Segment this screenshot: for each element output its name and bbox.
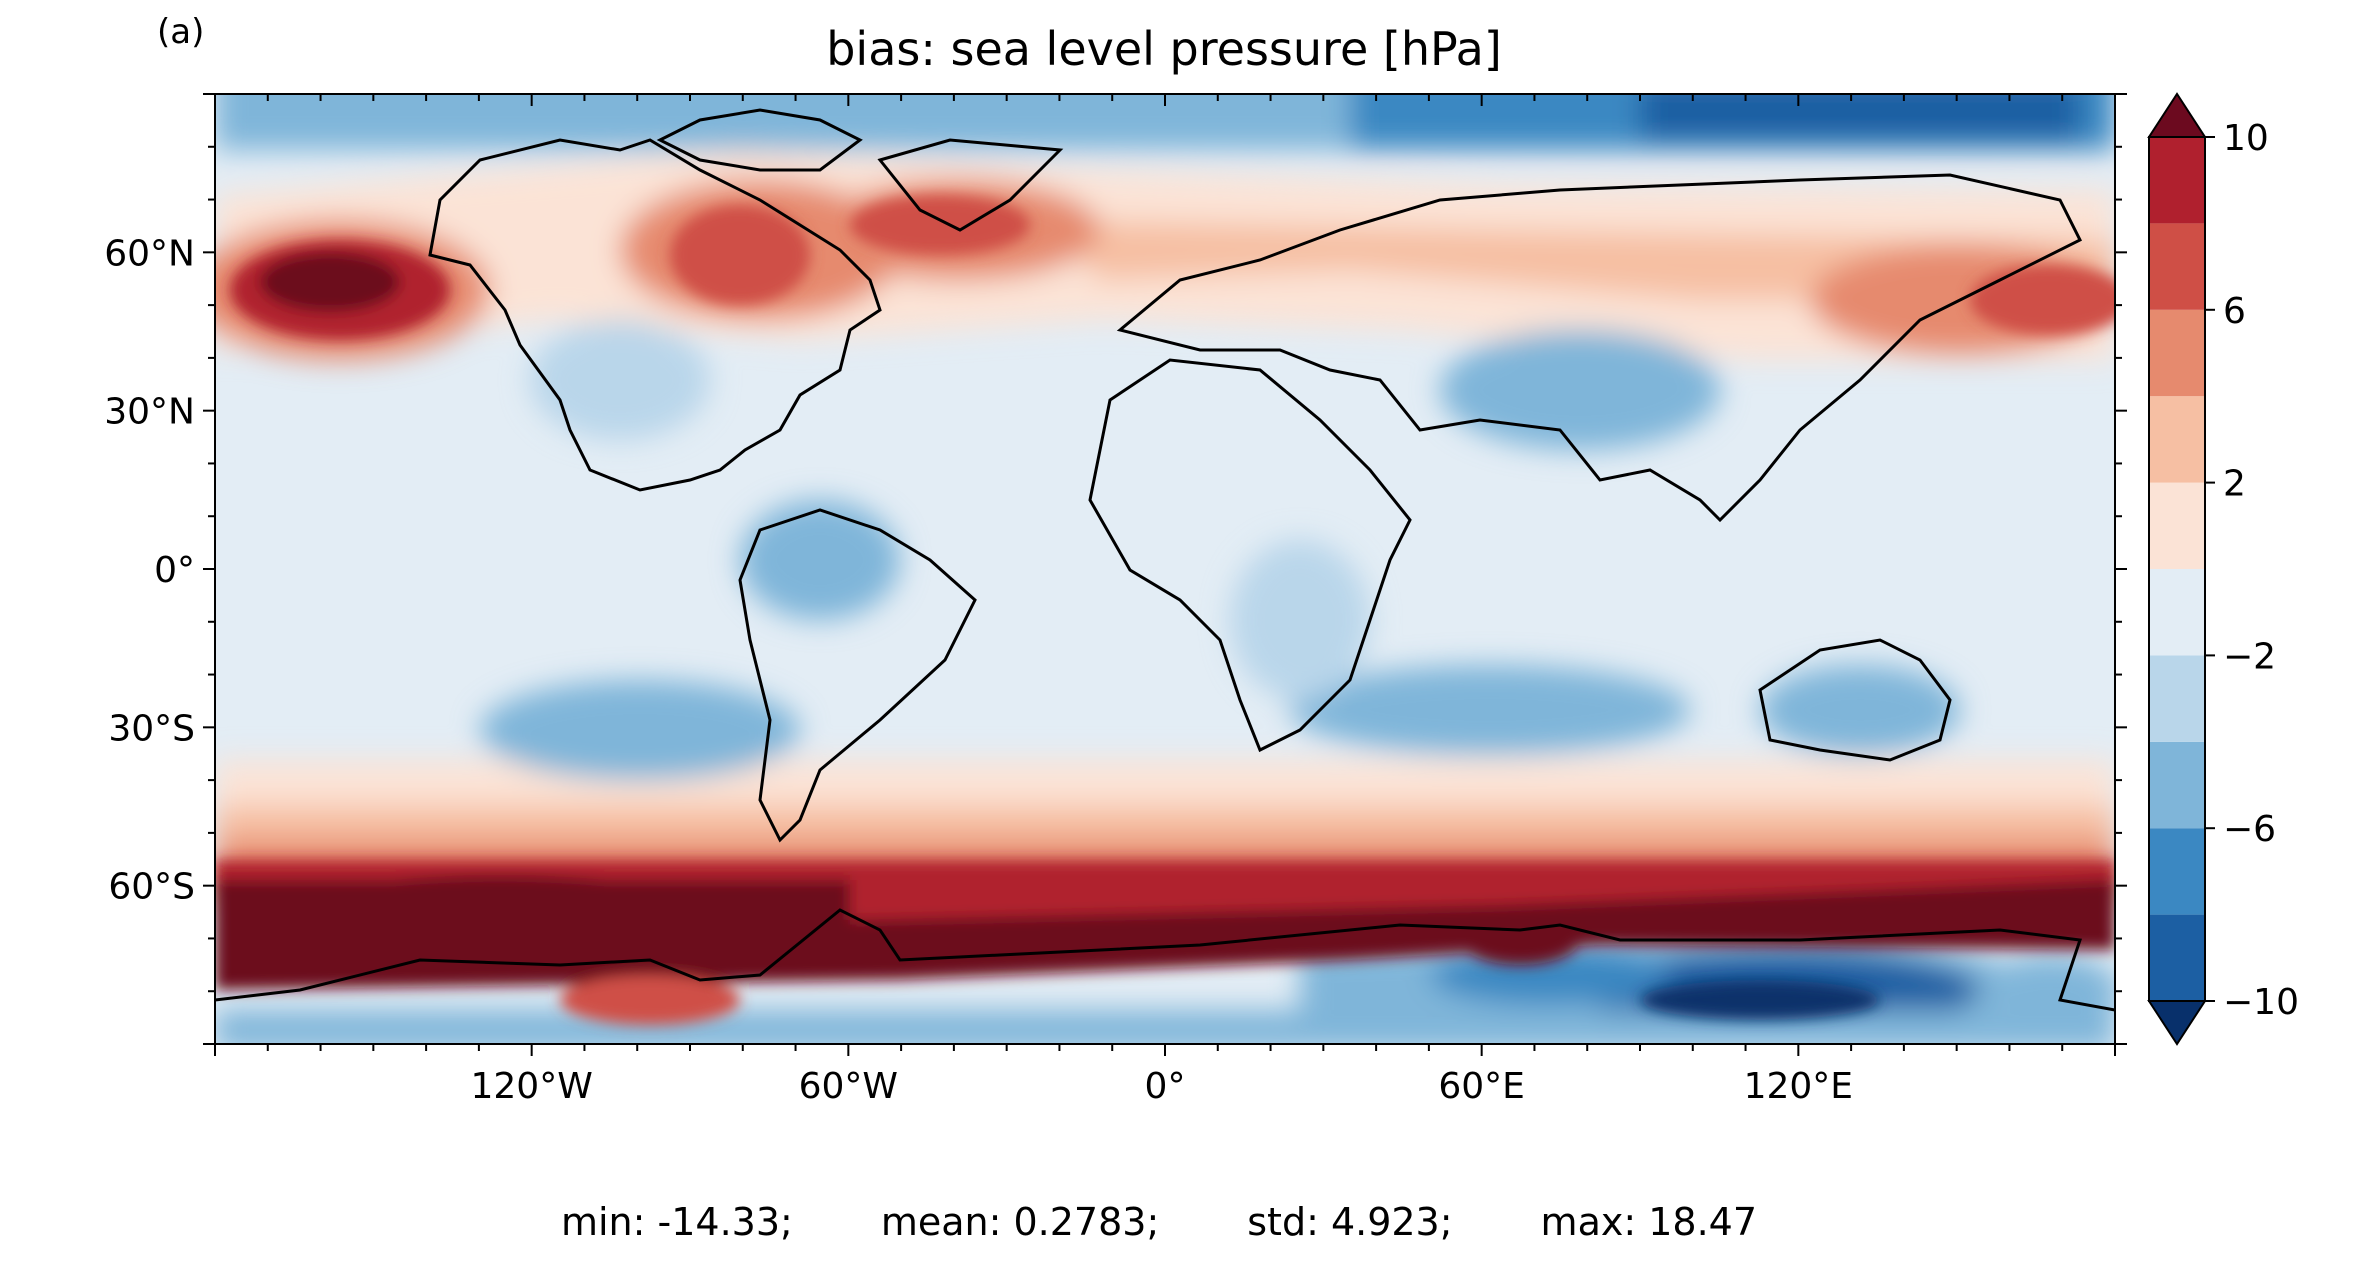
stat-std: std: 4.923; [1247,1200,1453,1244]
y-tick-label: 60°S [108,867,195,908]
stat-max: max: 18.47 [1540,1200,1758,1244]
y-axis: 60°N 30°N 0° 30°S 60°S [104,93,2127,1045]
colorbar-bin [2149,396,2205,483]
y-tick-label: 0° [154,550,195,591]
stat-mean: mean: 0.2783; [880,1200,1160,1244]
coastlines [215,108,2115,1012]
colorbar-extend-max [2147,92,2207,138]
colorbar-tick-label: 6 [2223,291,2246,332]
colorbar-tick-label: 10 [2223,118,2269,159]
colorbar-tick-label: −6 [2223,809,2276,850]
statistics-line: min: -14.33; mean: 0.2783; std: 4.923; max:… [0,1200,2362,1244]
colorbar-bin [2149,137,2205,224]
x-tick-label: 60°E [1438,1066,1525,1107]
map-title: bias: sea level pressure [hPa] [0,22,2362,76]
colorbar-tick-label: 2 [2223,464,2246,505]
colorbar-frame [2148,136,2206,1002]
colorbar-extend-min [2147,1000,2207,1046]
y-tick-label: 30°N [104,392,195,433]
x-tick-label: 60°W [799,1066,898,1107]
colorbar-tick-label: −2 [2223,636,2276,677]
colorbar-bin [2149,569,2205,656]
colorbar: 10 6 2 −2 −6 −10 [2147,92,2299,1046]
panel-label: (a) [157,12,205,52]
colorbar-bin [2149,482,2205,569]
x-tick-label: 120°E [1744,1066,1853,1107]
colorbar-bin [2149,223,2205,310]
colorbar-bin [2149,741,2205,829]
y-tick-label: 30°S [108,708,195,749]
map-title-text: bias: sea level pressure [hPa] [826,22,1502,76]
x-axis: 120°W 60°W 0° 60°E 120°E [214,94,2116,1107]
colorbar-bin [2149,828,2205,915]
x-tick-label: 120°W [471,1066,593,1107]
stat-min: min: -14.33; [560,1200,793,1244]
bias-field [215,94,2115,1044]
colorbar-bin [2149,309,2205,397]
colorbar-tick-label: −10 [2223,982,2299,1023]
y-tick-label: 60°N [104,233,195,274]
colorbar-bin [2149,655,2205,742]
colorbar-bin [2149,914,2205,1001]
x-tick-label: 0° [1145,1066,1186,1107]
